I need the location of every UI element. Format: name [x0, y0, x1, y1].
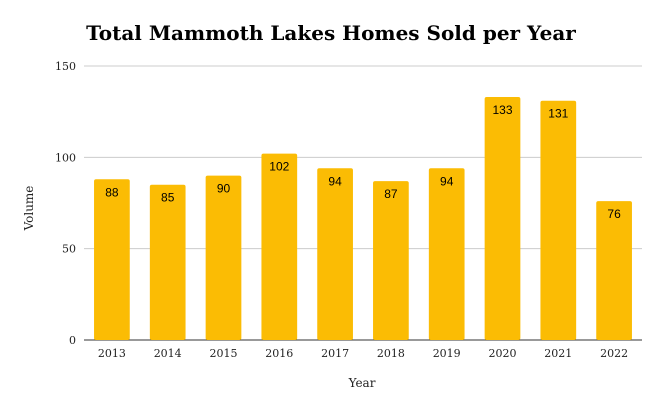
- y-tick-label: 100: [55, 151, 76, 164]
- data-label: 88: [105, 185, 119, 199]
- data-label: 90: [217, 182, 231, 196]
- x-tick-label: 2017: [321, 347, 349, 360]
- bar: [317, 168, 353, 340]
- y-tick-label: 150: [55, 60, 76, 73]
- x-tick-label: 2020: [489, 347, 517, 360]
- bar: [373, 181, 409, 340]
- bar: [428, 168, 465, 340]
- bar: [205, 175, 242, 340]
- y-axis-ticks: 0 50 100 150: [55, 60, 76, 347]
- x-tick-label: 2022: [600, 347, 628, 360]
- y-axis-title: Volume: [22, 186, 36, 232]
- x-tick-label: 2016: [265, 347, 293, 360]
- bar: [94, 179, 130, 340]
- bar: [596, 201, 632, 340]
- data-label: 133: [492, 103, 512, 117]
- data-label: 76: [607, 207, 621, 221]
- data-label: 94: [440, 174, 454, 188]
- data-labels: 88 85 90 102 94 87 94 133 131 76: [105, 103, 621, 221]
- bar: [484, 97, 521, 340]
- data-label: 131: [548, 107, 568, 121]
- x-tick-label: 2019: [433, 347, 461, 360]
- data-label: 85: [161, 191, 175, 205]
- x-tick-label: 2018: [377, 347, 405, 360]
- data-label: 87: [384, 187, 398, 201]
- x-tick-label: 2013: [98, 347, 126, 360]
- bar: [149, 184, 186, 340]
- x-tick-label: 2021: [544, 347, 572, 360]
- bar: [261, 153, 298, 340]
- bar: [540, 100, 577, 340]
- x-tick-label: 2014: [154, 347, 182, 360]
- chart-title: Total Mammoth Lakes Homes Sold per Year: [86, 21, 576, 45]
- data-label: 94: [328, 174, 342, 188]
- x-tick-label: 2015: [210, 347, 238, 360]
- y-tick-label: 50: [62, 243, 76, 256]
- x-axis-title: Year: [348, 376, 376, 390]
- x-axis-ticks: 2013 2014 2015 2016 2017 2018 2019 2020 2021 2022: [98, 347, 628, 360]
- data-label: 102: [269, 160, 289, 174]
- y-tick-label: 0: [69, 334, 76, 347]
- bars: [94, 97, 632, 340]
